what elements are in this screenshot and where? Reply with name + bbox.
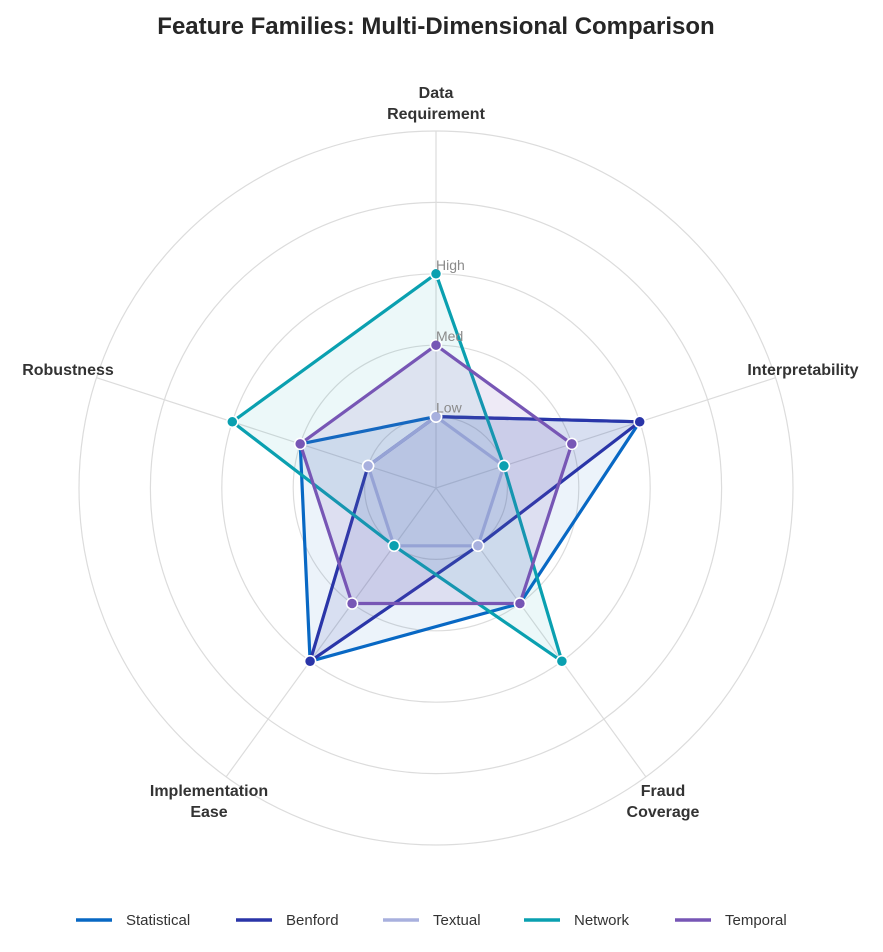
point-benford-4: [303, 655, 317, 668]
legend-item-temporal: Temporal: [675, 912, 787, 929]
point-temporal-2: [565, 437, 579, 451]
spoke-2: [435, 377, 776, 489]
axis-label-5: Robustness: [22, 362, 114, 379]
series-area-textual: [366, 415, 506, 548]
legend-item-textual: Textual: [383, 912, 481, 929]
point-temporal-5: [293, 437, 307, 451]
spoke-5: [96, 377, 437, 489]
legend-item-statistical: Statistical: [76, 912, 190, 929]
series-areas: [230, 272, 642, 663]
point-network-3: [555, 655, 569, 668]
legend-label-textual: Textual: [433, 912, 481, 929]
tick-label-low: Low: [436, 400, 463, 416]
point-benford-2: [633, 415, 646, 429]
legend-label-network: Network: [574, 912, 630, 929]
legend-item-network: Network: [524, 912, 630, 929]
legend-label-temporal: Temporal: [725, 912, 787, 929]
point-temporal-3: [513, 597, 527, 610]
legend: Statistical Benford Textual Network Temporal: [76, 912, 787, 929]
series-area-temporal: [298, 343, 574, 606]
point-network-2: [497, 459, 511, 473]
spoke-4: [225, 487, 437, 778]
axis-label-1: Data Requirement: [387, 85, 485, 123]
point-network-5: [226, 415, 239, 429]
point-textual-1: [429, 410, 443, 423]
point-textual-5: [361, 459, 375, 473]
axis-labels: Data Requirement Interpretability Fraud Cove…: [22, 85, 858, 821]
chart-title: Feature Families: Multi-Dimensional Comp…: [157, 13, 714, 40]
point-temporal-1: [429, 338, 443, 352]
point-network-4: [387, 539, 401, 553]
radial-tick-labels: Low Med High: [436, 257, 465, 416]
legend-label-benford: Benford: [286, 912, 339, 929]
point-textual-3: [471, 539, 485, 553]
tick-label-high: High: [436, 257, 465, 273]
spoke-3: [435, 487, 647, 778]
point-temporal-4: [345, 597, 359, 610]
legend-label-statistical: Statistical: [126, 912, 190, 929]
tick-label-med: Med: [436, 328, 463, 344]
axis-label-4: Implementation Ease: [150, 783, 268, 821]
series-points: [226, 267, 646, 668]
axis-label-3: Fraud Coverage: [627, 783, 700, 821]
point-network-1: [429, 267, 443, 281]
axis-label-2: Interpretability: [747, 362, 858, 379]
legend-item-benford: Benford: [236, 912, 339, 929]
